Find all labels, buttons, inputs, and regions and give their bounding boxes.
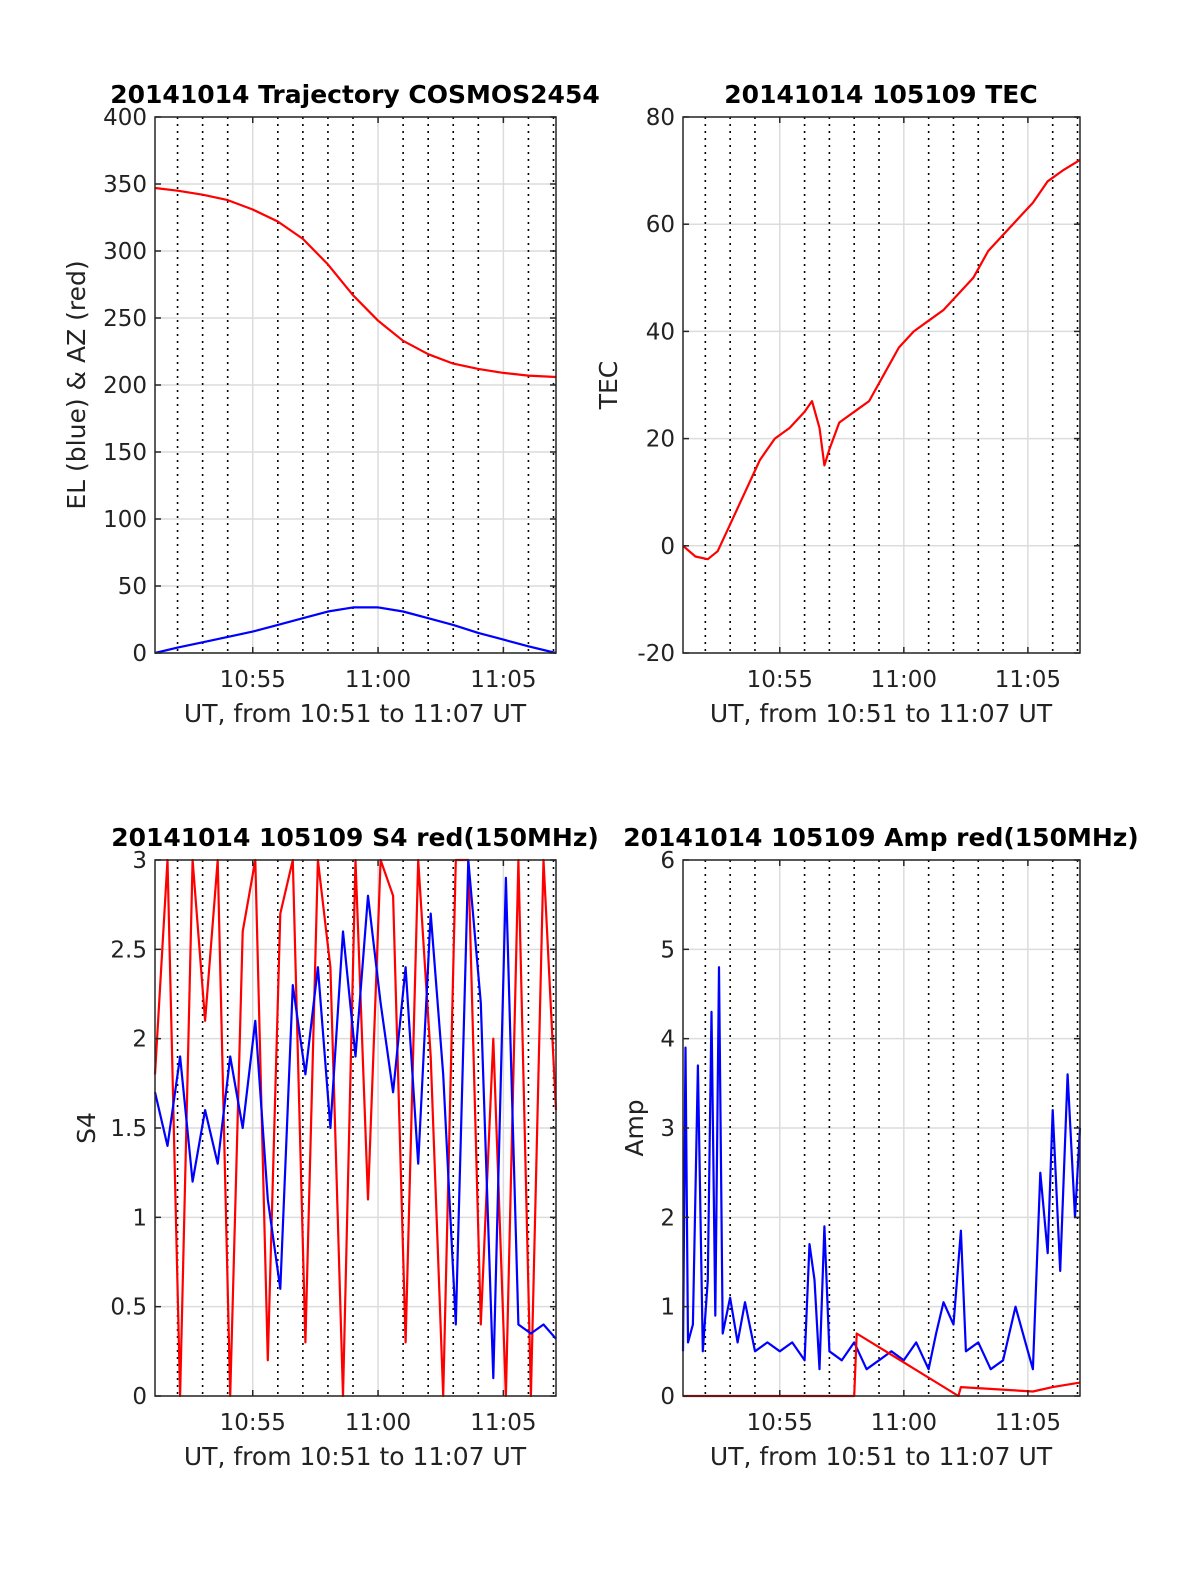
y-tick-label: 3 <box>132 848 147 874</box>
panel-amplitude: 0 1 2 3 4 5 6 10:55 11:00 11:05 20141014 105109 A… <box>620 823 1139 1471</box>
x-tick-label: 11:00 <box>345 667 411 693</box>
x-tick-label: 10:55 <box>220 1410 286 1436</box>
y-tick-label: 1.5 <box>110 1116 147 1142</box>
x-axis-label: UT, from 10:51 to 11:07 UT <box>710 699 1053 728</box>
chart-title: 20141014 105109 Amp red(150MHz) <box>623 823 1139 852</box>
y-tick-label: 150 <box>103 440 147 466</box>
plot-background <box>683 117 1080 653</box>
panel-s4: 0 0.5 1 1.5 2 2.5 3 10:55 11:00 11:05 20141014 10… <box>72 823 599 1471</box>
panel-tec: -20 0 20 40 60 80 10:55 11:00 11:05 20141014 105… <box>594 80 1081 728</box>
chart-title: 20141014 105109 TEC <box>724 80 1037 109</box>
y-tick-label: 80 <box>646 105 675 131</box>
y-tick-label: 0 <box>660 534 675 560</box>
y-tick-label: 250 <box>103 306 147 332</box>
y-tick-label: 350 <box>103 172 147 198</box>
y-tick-label: 400 <box>103 105 147 131</box>
y-tick-label: 4 <box>660 1027 675 1053</box>
x-tick-label: 11:05 <box>995 667 1061 693</box>
y-axis-label: S4 <box>72 1112 101 1144</box>
x-tick-label: 10:55 <box>747 667 813 693</box>
y-tick-label: 300 <box>103 239 147 265</box>
y-tick-label: 40 <box>646 319 675 345</box>
x-axis-label: UT, from 10:51 to 11:07 UT <box>710 1442 1053 1471</box>
y-tick-label: 3 <box>660 1116 675 1142</box>
y-axis-label: EL (blue) & AZ (red) <box>62 260 91 509</box>
y-tick-label: 200 <box>103 373 147 399</box>
y-tick-label: 0 <box>132 1384 147 1410</box>
y-tick-label: 1 <box>660 1295 675 1321</box>
x-tick-label: 11:05 <box>995 1410 1061 1436</box>
x-tick-label: 10:55 <box>220 667 286 693</box>
x-axis-label: UT, from 10:51 to 11:07 UT <box>184 1442 527 1471</box>
y-tick-label: 20 <box>646 427 675 453</box>
series-line <box>681 966 1082 1371</box>
y-tick-label: 50 <box>118 574 147 600</box>
series-line <box>154 186 557 379</box>
y-tick-label: 2 <box>132 1027 147 1053</box>
y-tick-label: 100 <box>103 507 147 533</box>
y-tick-label: 60 <box>646 212 675 238</box>
x-tick-label: 11:00 <box>871 667 937 693</box>
plot-area: -20 0 20 40 60 80 10:55 11:00 11:05 <box>637 105 1081 693</box>
y-tick-label: 0.5 <box>110 1295 147 1321</box>
axes-box <box>682 116 1081 654</box>
chart-title: 20141014 105109 S4 red(150MHz) <box>111 823 599 852</box>
y-tick-label: 5 <box>660 937 675 963</box>
x-tick-label: 11:05 <box>470 1410 536 1436</box>
y-tick-label: -20 <box>637 641 675 667</box>
y-tick-label: 2 <box>660 1205 675 1231</box>
x-tick-label: 11:00 <box>871 1410 937 1436</box>
plot-area: 0 50 100 150 200 250 300 350 400 10:55 11:00 11:05 <box>103 105 557 693</box>
x-tick-label: 11:05 <box>470 667 536 693</box>
y-tick-label: 0 <box>132 641 147 667</box>
x-tick-label: 11:00 <box>345 1410 411 1436</box>
y-tick-label: 2.5 <box>110 937 147 963</box>
y-tick-label: 6 <box>660 848 675 874</box>
y-tick-label: 0 <box>660 1384 675 1410</box>
series-line <box>153 858 557 1380</box>
y-axis-label: TEC <box>594 361 623 411</box>
series-line <box>682 158 1081 561</box>
plot-area: 0 0.5 1 1.5 2 2.5 3 10:55 11:00 11:05 <box>110 848 558 1436</box>
chart-title: 20141014 Trajectory COSMOS2454 <box>110 80 600 109</box>
series-line <box>154 606 557 655</box>
series-line <box>683 1332 1081 1398</box>
x-axis-label: UT, from 10:51 to 11:07 UT <box>184 699 527 728</box>
y-tick-label: 1 <box>132 1205 147 1231</box>
y-axis-label: Amp <box>620 1099 649 1156</box>
plot-area: 0 1 2 3 4 5 6 10:55 11:00 11:05 <box>660 848 1082 1436</box>
x-tick-label: 10:55 <box>747 1410 813 1436</box>
